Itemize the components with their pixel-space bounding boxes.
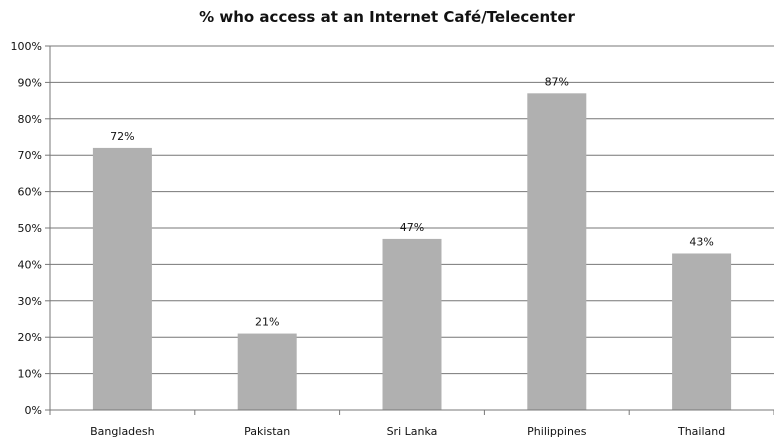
y-tick-label: 100% <box>11 40 42 53</box>
x-category-label: Thailand <box>677 425 725 437</box>
y-tick-label: 80% <box>18 113 42 126</box>
y-tick-label: 50% <box>18 222 42 235</box>
axes <box>45 45 774 415</box>
y-tick-label: 10% <box>18 368 42 381</box>
data-label: 21% <box>255 316 279 329</box>
y-tick-label: 70% <box>18 149 42 162</box>
bar-bangladesh <box>92 147 152 411</box>
data-label: 47% <box>400 221 424 234</box>
bars <box>92 93 732 411</box>
y-tick-label: 40% <box>18 258 42 271</box>
bar-sri-lanka <box>382 238 442 410</box>
data-label: 43% <box>689 235 713 248</box>
y-tick-label: 20% <box>18 331 42 344</box>
chart-title: % who access at an Internet Café/Telecen… <box>199 8 575 26</box>
data-label: 87% <box>545 75 569 88</box>
x-category-label: Sri Lanka <box>387 425 438 437</box>
bar-thailand <box>672 253 732 410</box>
bar-philippines <box>527 93 587 410</box>
labels: 0% 10% 20% 30% 40% 50% 60% 70% 80% 90% 100% 72% Bang… <box>11 40 726 437</box>
y-tick-label: 0% <box>25 404 42 417</box>
y-tick-label: 30% <box>18 295 42 308</box>
y-tick-label: 60% <box>18 186 42 199</box>
x-category-label: Bangladesh <box>90 425 155 437</box>
y-tick-label: 90% <box>18 76 42 89</box>
data-label: 72% <box>110 130 134 143</box>
x-category-label: Philippines <box>527 425 587 437</box>
bar-pakistan <box>237 333 297 410</box>
x-category-label: Pakistan <box>244 425 290 437</box>
